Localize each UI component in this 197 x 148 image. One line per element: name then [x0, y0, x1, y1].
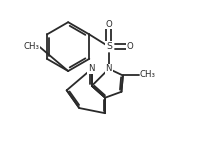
- Text: CH₃: CH₃: [140, 70, 156, 79]
- Text: O: O: [105, 20, 112, 29]
- Text: N: N: [106, 64, 112, 73]
- Text: S: S: [106, 42, 112, 51]
- Text: O: O: [126, 42, 133, 51]
- Text: CH₃: CH₃: [23, 42, 39, 51]
- Text: N: N: [88, 64, 94, 73]
